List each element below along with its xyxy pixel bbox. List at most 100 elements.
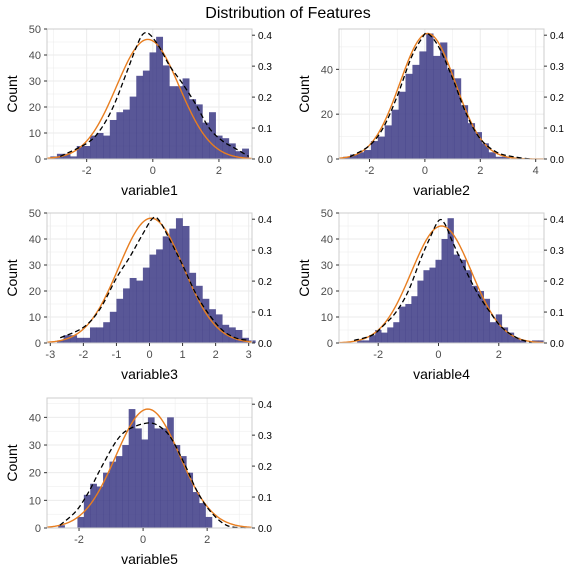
histogram-bar — [109, 120, 117, 159]
y-tick-label: 20 — [29, 102, 41, 114]
right-tick-label: 0.1 — [258, 308, 272, 319]
right-tick-label: 0.1 — [258, 493, 272, 504]
histogram-bar — [167, 417, 174, 528]
panel-2: 0 20 40 -2 0 2 4 0.0 0.1 0.2 0.3 0.4 variable2 Count — [296, 28, 564, 198]
y-tick-label: 10 — [29, 128, 41, 140]
histogram-bar — [83, 146, 91, 159]
histogram-bar — [58, 525, 65, 528]
histogram-bar — [235, 151, 243, 159]
histogram-bar — [357, 340, 364, 343]
right-tick-label: 0.0 — [258, 155, 272, 166]
y-tick-label: 40 — [321, 64, 333, 76]
x-axis-title: variable2 — [413, 182, 470, 198]
right-tick-label: 0.2 — [258, 93, 272, 104]
panel-1: 0 10 20 30 40 50 -2 0 2 0.0 0.1 0.2 0.3 0.4 variable1 C… — [4, 24, 272, 198]
y-tick-label: 10 — [29, 312, 41, 324]
y-tick-label: 0 — [35, 154, 41, 166]
y-axis-title: Count — [4, 259, 20, 296]
histogram-bar — [103, 322, 111, 343]
histogram-bar — [411, 296, 418, 343]
histogram-bar — [135, 428, 142, 528]
y-tick-label: 50 — [29, 208, 41, 220]
histogram-bar — [426, 33, 434, 159]
right-tick-label: 0.0 — [550, 155, 564, 166]
histogram-bar — [222, 138, 230, 159]
histogram-bar — [63, 153, 71, 159]
y-tick-label: 40 — [29, 412, 41, 424]
histogram-bar — [189, 272, 197, 343]
histogram-bar — [453, 78, 462, 159]
right-tick-label: 0.4 — [550, 31, 564, 42]
histogram-bar — [405, 304, 412, 343]
x-tick-label: -1 — [112, 349, 122, 361]
histogram-bar — [519, 340, 527, 343]
histogram-bar — [228, 143, 236, 159]
histogram-bar — [76, 337, 84, 343]
histogram-bar — [199, 503, 206, 528]
x-tick-label: 0 — [140, 534, 146, 546]
histogram-bar — [501, 327, 509, 343]
histogram-bar — [70, 156, 78, 159]
histogram-bar — [89, 327, 97, 343]
histogram-bar — [399, 306, 406, 343]
histogram-bar — [435, 259, 442, 343]
x-tick-label: 2 — [204, 534, 210, 546]
x-tick-label: 0 — [146, 349, 152, 361]
y-axis-title: Count — [4, 444, 20, 481]
histogram-bar — [129, 96, 137, 159]
histogram-bar — [83, 337, 91, 343]
histogram-bar — [440, 42, 448, 160]
histogram-bar — [495, 156, 503, 159]
x-tick-label: -2 — [365, 165, 375, 177]
y-tick-label: 40 — [321, 234, 333, 246]
normal-curve — [46, 38, 253, 160]
right-tick-label: 0.4 — [258, 215, 272, 226]
histogram-bar — [502, 156, 510, 159]
histogram-bar — [513, 337, 521, 343]
histogram-bar — [423, 270, 430, 343]
histogram-bar — [96, 327, 104, 343]
y-tick-label: 30 — [29, 76, 41, 88]
histogram-bar — [96, 486, 104, 528]
histogram-bar — [103, 135, 111, 159]
histogram-bar — [128, 409, 136, 528]
histogram-bar — [147, 417, 155, 528]
histogram-bar — [460, 105, 469, 159]
histogram-bar — [412, 64, 420, 159]
x-tick-label: 0 — [435, 349, 441, 361]
normal-curve — [46, 408, 253, 529]
x-axis-title: variable1 — [121, 182, 178, 198]
x-tick-label: -2 — [78, 349, 88, 361]
right-tick-label: 0.3 — [550, 246, 564, 257]
y-tick-label: 0 — [35, 338, 41, 350]
histogram-bar — [433, 55, 441, 159]
x-tick-label: 2 — [213, 349, 219, 361]
y-tick-label: 20 — [29, 286, 41, 298]
panel-3: 0 10 20 30 40 50 -3 -2 -1 0 1 2 3 0.0 0.1 0.2 0.3 0.4 vari… — [4, 208, 272, 382]
histogram-bar — [156, 249, 164, 343]
y-tick-label: 20 — [29, 468, 41, 480]
right-tick-label: 0.2 — [258, 277, 272, 288]
y-tick-label: 40 — [29, 50, 41, 62]
right-tick-label: 0.1 — [550, 124, 564, 135]
histogram-bar — [507, 332, 515, 343]
histogram-bar — [419, 51, 427, 160]
histogram-bar — [489, 322, 497, 343]
histogram-bar — [209, 309, 216, 343]
histogram-bar — [115, 456, 123, 528]
right-tick-label: 0.2 — [550, 93, 564, 104]
histogram-bar — [537, 340, 545, 343]
panel-5: 0 10 20 30 40 -2 0 2 0.0 0.1 0.2 0.3 0.4 variable5 Cou… — [4, 397, 272, 567]
histogram-bar — [447, 218, 454, 343]
histogram-bar — [141, 439, 149, 528]
right-tick-label: 0.1 — [550, 308, 564, 319]
histogram-bar — [381, 332, 388, 343]
x-tick-label: 4 — [533, 165, 539, 177]
right-tick-label: 0.2 — [550, 277, 564, 288]
histogram-bar — [142, 267, 150, 343]
histogram-bar — [453, 254, 460, 343]
histogram-bar — [387, 327, 394, 343]
right-tick-label: 0.0 — [258, 339, 272, 350]
x-tick-label: 1 — [180, 349, 186, 361]
y-tick-label: 50 — [321, 208, 333, 220]
